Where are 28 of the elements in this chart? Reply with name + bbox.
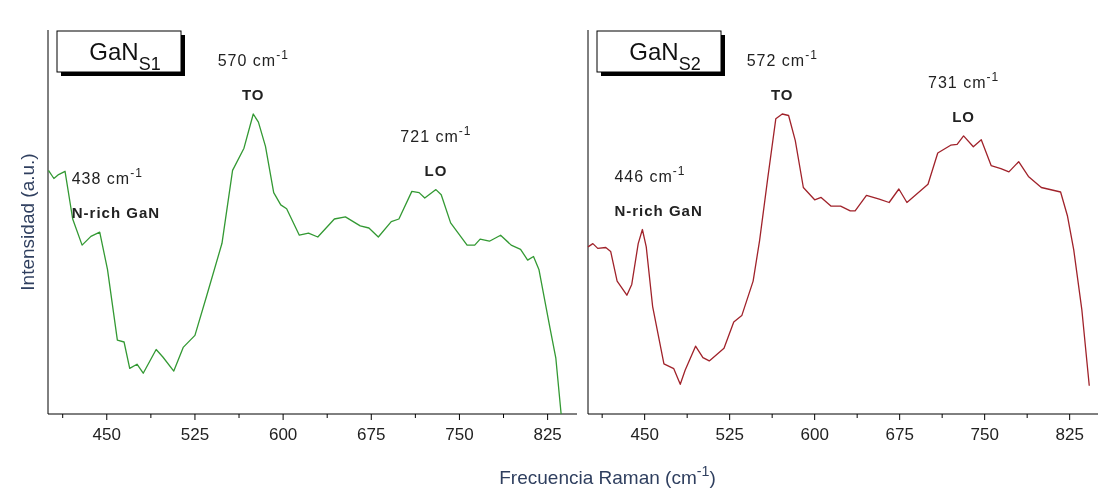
annotation: 446 cm$^{-1}$ xyxy=(614,163,686,185)
chart-title: GaN$_{S2}$ xyxy=(629,38,701,74)
annotation: LO xyxy=(424,161,448,179)
annotation: 438 cm$^{-1}$ xyxy=(71,166,143,188)
annotation: 570 cm$^{-1}$ xyxy=(217,48,289,69)
x-tick-label: 675 xyxy=(885,425,914,444)
x-tick-label: 525 xyxy=(715,425,744,444)
x-tick-label: 675 xyxy=(357,425,386,444)
x-tick-label: 750 xyxy=(970,425,999,444)
annotation: LO xyxy=(952,107,976,125)
annotation: N-rich GaN xyxy=(71,204,161,222)
y-axis-title: Intensidad (a.u.) xyxy=(17,153,38,291)
x-tick-label: 600 xyxy=(268,425,298,444)
annotation: 721 cm$^{-1}$ xyxy=(400,123,472,145)
annotation: 572 cm$^{-1}$ xyxy=(746,48,818,69)
x-tick-label: 750 xyxy=(445,425,474,444)
x-tick-label: 525 xyxy=(180,425,210,444)
annotation: 731 cm$^{-1}$ xyxy=(928,69,1000,91)
annotation: N-rich GaN xyxy=(614,201,703,219)
chart-title: GaN$_{S1}$ xyxy=(89,38,161,74)
annotation: TO xyxy=(241,86,265,103)
x-tick-label: 450 xyxy=(630,425,659,444)
annotation: TO xyxy=(770,86,794,103)
x-tick-label: 450 xyxy=(92,425,121,444)
x-tick-label: 825 xyxy=(1055,425,1084,444)
x-tick-label: 600 xyxy=(800,425,829,444)
x-axis-title: Frecuencia Raman (cm$^{-1}$) xyxy=(499,463,716,488)
x-tick-label: 825 xyxy=(533,425,562,444)
